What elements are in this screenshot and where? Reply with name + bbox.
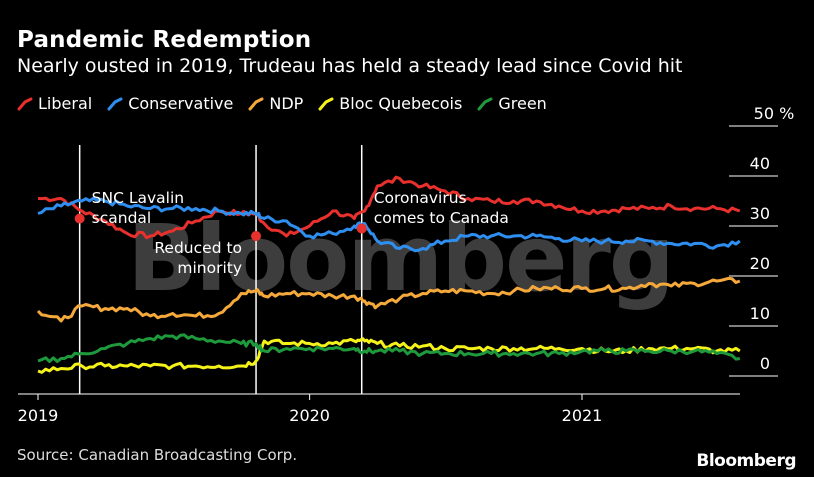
series-line-bloc-quebecois <box>37 337 741 374</box>
y-tick-label: 0 <box>760 354 770 373</box>
event-marker <box>74 213 85 224</box>
y-tick-label: 50 % <box>754 104 795 123</box>
source-note: Source: Canadian Broadcasting Corp. <box>17 446 298 464</box>
series-line-green <box>37 333 741 363</box>
chart-title: Pandemic Redemption <box>17 27 312 53</box>
x-tick-label: 2021 <box>562 406 603 425</box>
series-line-conservative <box>37 196 741 253</box>
event-label: Reduced to <box>154 239 242 257</box>
legend-swatch <box>318 97 334 110</box>
y-tick-label: 10 <box>750 304 770 323</box>
legend: Liberal Conservative NDP Bloc Quebecois Gree… <box>17 94 547 113</box>
legend-item: Conservative <box>107 94 233 113</box>
legend-swatch <box>248 97 264 110</box>
x-tick-label: 2020 <box>289 406 330 425</box>
event-label: comes to Canada <box>374 209 509 227</box>
event-label: SNC Lavalin <box>92 189 184 207</box>
series-line-ndp <box>36 276 741 323</box>
legend-label: Conservative <box>128 94 234 113</box>
y-tick-label: 40 <box>750 154 770 173</box>
event-label: minority <box>177 259 242 277</box>
y-tick-label: 30 <box>750 204 770 223</box>
x-tick-label: 2019 <box>18 406 59 425</box>
legend-swatch <box>477 97 493 110</box>
legend-label: NDP <box>269 94 304 113</box>
legend-swatch <box>17 97 33 110</box>
event-label: scandal <box>92 209 152 227</box>
legend-item: NDP <box>248 94 303 113</box>
series-line-liberal <box>37 175 741 240</box>
legend-label: Bloc Quebecois <box>339 94 463 113</box>
legend-item: Green <box>477 94 547 113</box>
event-marker <box>356 223 367 234</box>
chart-subtitle: Nearly ousted in 2019, Trudeau has held … <box>17 55 683 77</box>
y-tick-label: 20 <box>750 254 770 273</box>
watermark-text: Bloomberg <box>127 205 672 312</box>
brand-logo: Bloomberg <box>696 451 796 471</box>
legend-label: Liberal <box>38 94 93 113</box>
event-marker <box>251 231 262 241</box>
event-label: Coronavirus <box>374 189 467 207</box>
legend-item: Bloc Quebecois <box>318 94 462 113</box>
legend-label: Green <box>498 94 547 113</box>
legend-swatch <box>107 97 123 110</box>
legend-item: Liberal <box>17 94 92 113</box>
